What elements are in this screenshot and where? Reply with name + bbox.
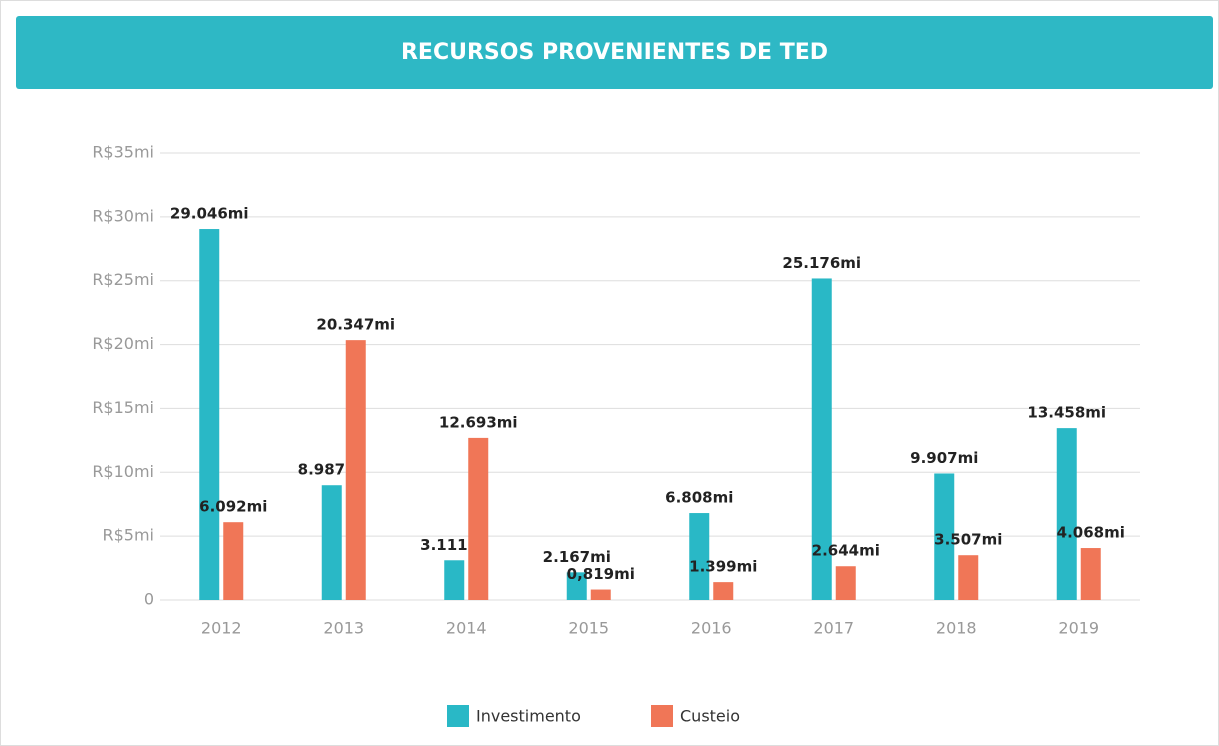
y-tick-label: R$10mi: [92, 462, 154, 481]
data-label: 29.046mi: [170, 205, 249, 223]
x-tick-label: 2017: [813, 619, 854, 638]
x-tick-label: 2013: [323, 619, 364, 638]
data-label: 12.693mi: [439, 413, 518, 431]
x-tick-label: 2012: [201, 619, 242, 638]
bar: [811, 278, 832, 600]
data-label: 1.399mi: [689, 558, 757, 576]
legend-swatch: [447, 705, 469, 727]
bar: [468, 437, 489, 600]
legend-swatch: [651, 705, 673, 727]
bar: [1056, 428, 1077, 600]
y-tick-label: R$5mi: [102, 526, 154, 545]
bar: [199, 229, 220, 601]
x-tick-label: 2019: [1058, 619, 1099, 638]
bar: [566, 572, 587, 600]
bar: [689, 513, 710, 600]
y-tick-label: R$25mi: [92, 270, 154, 289]
x-tick-label: 2015: [568, 619, 609, 638]
bar: [321, 485, 342, 600]
data-label: 3.507mi: [934, 531, 1002, 549]
bar: [934, 473, 955, 600]
bar: [1080, 548, 1101, 600]
data-label: 13.458mi: [1027, 404, 1106, 422]
data-label: 2.644mi: [812, 542, 880, 560]
data-label: 0,819mi: [567, 565, 635, 583]
data-label: 6.808mi: [665, 489, 733, 507]
legend-label: Custeio: [680, 707, 740, 726]
legend-label: Investimento: [476, 707, 581, 726]
bar: [345, 340, 366, 600]
data-label: 20.347mi: [316, 316, 395, 334]
bar: [223, 522, 244, 600]
data-label: 6.092mi: [199, 498, 267, 516]
y-tick-label: 0: [144, 590, 154, 609]
bar: [444, 560, 465, 600]
data-label: 25.176mi: [782, 254, 861, 272]
x-tick-label: 2016: [691, 619, 732, 638]
bar: [590, 589, 611, 600]
bar: [713, 582, 734, 600]
y-tick-label: R$35mi: [92, 143, 154, 162]
y-tick-label: R$15mi: [92, 398, 154, 417]
data-label: 4.068mi: [1057, 524, 1125, 542]
y-tick-label: R$30mi: [92, 206, 154, 225]
x-tick-label: 2014: [446, 619, 487, 638]
data-label: 2.167mi: [543, 548, 611, 566]
bar: [835, 566, 856, 600]
panel-title: RECURSOS PROVENIENTES DE TED: [16, 16, 1213, 89]
y-tick-label: R$20mi: [92, 334, 154, 353]
x-tick-label: 2018: [936, 619, 977, 638]
bar: [958, 555, 979, 600]
data-label: 9.907mi: [910, 449, 978, 467]
